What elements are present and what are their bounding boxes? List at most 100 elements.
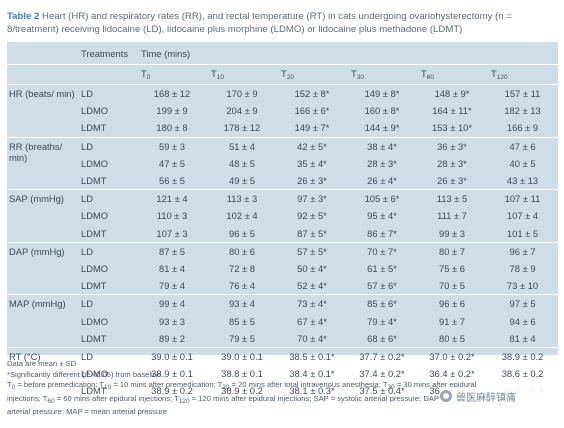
value-cell: 70 ± 7* — [347, 241, 417, 260]
treatment-label: LDMO — [81, 368, 109, 380]
value-cell: 110 ± 3 — [156, 210, 188, 222]
value-cell: 61 ± 5* — [367, 262, 397, 274]
value-cell: 170 ± 9 — [207, 84, 277, 103]
table-row: LDMT 79 ± 4 76 ± 4 52 ± 4* 57 ± 6* 70 ± 5 73 ±… — [7, 277, 558, 295]
value-cell: 37.4 ± 0.2* — [359, 368, 405, 380]
time-point-header: T10 — [207, 64, 277, 85]
time-point-header: T120 — [487, 64, 559, 85]
value-cell: 166 ± 9 — [506, 122, 539, 134]
value-cell: 97 ± 3* — [277, 189, 347, 208]
parameter-label: SAP (mmHg) — [7, 189, 79, 243]
treatment-label: LDMO — [81, 315, 109, 327]
value-cell: 102 ± 4 — [226, 210, 258, 222]
time-point-header: T0 — [137, 64, 207, 85]
value-cell: 178 ± 12 — [223, 122, 261, 134]
value-cell: 37.0 ± 0.2* — [417, 346, 487, 365]
footnote-time-defs-2: injections; T60 = 60 mins after epidural… — [7, 393, 475, 405]
value-cell: 80 ± 7 — [417, 241, 487, 260]
value-cell: 96 ± 5 — [229, 227, 255, 239]
value-cell: 38.9 ± 0.2 — [221, 385, 263, 397]
value-cell: 180 ± 8 — [156, 122, 188, 134]
parameter-label: DAP (mmHg) — [7, 241, 79, 295]
value-cell: 38.1 ± 0.3* — [289, 385, 335, 397]
value-cell: 95 ± 4* — [367, 210, 397, 222]
treatment-label: LD — [79, 136, 137, 155]
value-cell: 36 ± 3* — [417, 136, 487, 155]
value-cell: 47 ± 6 — [487, 136, 559, 155]
value-cell: 80 ± 5 — [439, 332, 465, 344]
value-cell: 73 ± 4* — [277, 294, 347, 313]
value-cell: 113 ± 5 — [417, 189, 487, 208]
value-cell: 67 ± 4* — [297, 315, 327, 327]
value-cell: 99 ± 4 — [137, 294, 207, 313]
value-cell: 93 ± 4 — [207, 294, 277, 313]
param-header-empty — [7, 42, 79, 65]
value-cell: 121 ± 4 — [137, 189, 207, 208]
footnote-time-defs-1: T0 = before premedication; T10 = 10 mins… — [7, 380, 477, 392]
table-row: LDMO 47 ± 5 48 ± 5 35 ± 4* 28 ± 3* 28 ± 3* 40 … — [7, 155, 558, 172]
value-cell: 38.5 ± 0.1* — [277, 346, 347, 365]
treatments-header: Treatments — [79, 42, 137, 65]
value-cell: 38.4 ± 0.1* — [289, 368, 335, 380]
value-cell: 35 ± 4* — [297, 157, 327, 169]
value-cell: 73 ± 10 — [506, 280, 539, 292]
table-row: DAP (mmHg) LD 87 ± 5 80 ± 6 57 ± 5* 70 ± 7* 80… — [7, 241, 559, 295]
value-cell: 92 ± 5* — [297, 210, 327, 222]
treatment-label: LD — [79, 241, 137, 260]
value-cell: 113 ± 3 — [207, 189, 277, 208]
value-cell: 153 ± 10* — [431, 122, 473, 134]
table-row: LDMT 107 ± 3 96 ± 5 87 ± 5* 86 ± 7* 99 ± 3 101… — [7, 225, 558, 243]
value-cell: 38.6 ± 0.2 — [501, 368, 544, 380]
value-cell: 48 ± 5 — [229, 157, 255, 169]
table-row: LDMO 110 ± 3 102 ± 4 92 ± 5* 95 ± 4* 111 ± 7 1… — [7, 207, 558, 224]
time-point-header: T20 — [277, 64, 347, 85]
value-cell: 96 ± 6 — [417, 294, 487, 313]
table-label: Table 2 — [7, 11, 40, 22]
value-cell: 56 ± 5 — [159, 175, 185, 187]
time-points-row: T0 T10 T20 T30 T60 T120 — [7, 64, 559, 85]
treatment-label: LDMO — [81, 105, 109, 117]
value-cell: 36.4 ± 0.2* — [429, 368, 475, 380]
treatment-label: LDMT — [81, 280, 107, 292]
value-cell: 107 ± 11 — [487, 189, 559, 208]
value-cell: 47 ± 5 — [159, 157, 185, 169]
treatment-label: LD — [79, 346, 137, 365]
table-row: LDMT 180 ± 8 178 ± 12 149 ± 7* 144 ± 9* 153 ±… — [7, 119, 558, 137]
table-row: LDMT 89 ± 2 79 ± 5 70 ± 4* 68 ± 6* 80 ± 5 81 ±… — [7, 330, 558, 348]
value-cell: 42 ± 5* — [277, 136, 347, 155]
value-cell: 70 ± 5 — [439, 280, 465, 292]
value-cell: 26 ± 3* — [437, 175, 467, 187]
value-cell: 79 ± 4* — [367, 315, 397, 327]
time-header: Time (mins) — [137, 42, 559, 65]
value-cell: 111 ± 7 — [437, 210, 467, 222]
table-row: HR (beats/ min) LD 168 ± 12 170 ± 9 152 ± 8*… — [7, 84, 559, 138]
value-cell: 39.0 ± 0.1 — [207, 346, 277, 365]
table-row: SAP (mmHg) LD 121 ± 4 113 ± 3 97 ± 3* 105 ± 6… — [7, 189, 559, 243]
value-cell: 43 ± 13 — [506, 175, 539, 187]
value-cell: 37.5 ± 0.4* — [359, 385, 405, 397]
value-cell: 81 ± 4 — [159, 262, 185, 274]
value-cell: 97 ± 5 — [487, 294, 559, 313]
value-cell: 26 ± 4* — [367, 175, 397, 187]
value-cell: 87 ± 5* — [297, 227, 327, 239]
value-cell: 76 ± 4 — [229, 280, 255, 292]
treatment-label: LDMT — [81, 385, 107, 397]
value-cell: 28 ± 3* — [437, 157, 467, 169]
caption-text: Heart (HR) and respiratory rates (RR), a… — [7, 11, 512, 35]
treatment-label: LDMT — [81, 122, 107, 134]
treatment-label: LDMO — [81, 262, 109, 274]
value-cell: 144 ± 9* — [364, 122, 400, 134]
table-footnotes: Data are mean ± SD *Significantly differ… — [7, 359, 559, 418]
table-row: LDMO 199 ± 9 204 ± 9 166 ± 6* 160 ± 8* 164 ± … — [7, 102, 558, 119]
parameter-label: RR (breaths/ min) — [7, 136, 79, 190]
table-body: HR (beats/ min) LD 168 ± 12 170 ± 9 152 ± 8*… — [7, 84, 559, 400]
treatment-label: LD — [79, 294, 137, 313]
value-cell: 85 ± 5 — [229, 315, 255, 327]
value-cell: 38.9 ± 0.2 — [151, 385, 193, 397]
value-cell: 199 ± 9 — [156, 105, 188, 117]
value-cell: 59 ± 3 — [137, 136, 207, 155]
table-row: RR (breaths/ min) LD 59 ± 3 51 ± 4 42 ± 5* 38… — [7, 136, 559, 190]
value-cell: 79 ± 4 — [159, 280, 185, 292]
value-cell: 57 ± 5* — [277, 241, 347, 260]
treatment-label: LDMT — [81, 175, 107, 187]
